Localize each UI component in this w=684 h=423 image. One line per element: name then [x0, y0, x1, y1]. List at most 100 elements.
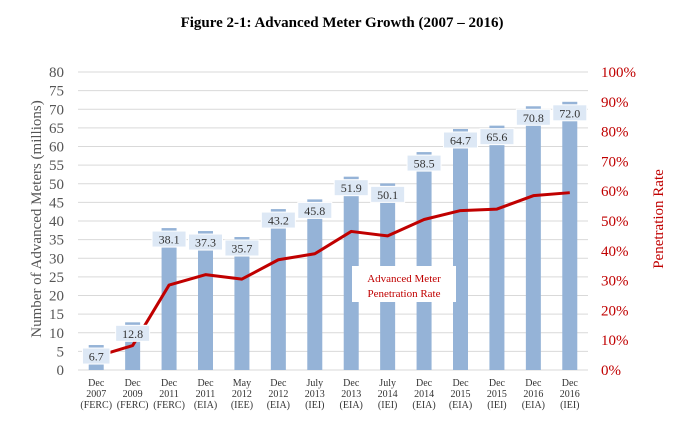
- y-tick-label: 50: [49, 177, 64, 193]
- category-label: (EIA): [449, 400, 472, 411]
- data-label: 70.8: [523, 111, 544, 125]
- data-label-box: [515, 108, 551, 126]
- y2-tick-label: 70%: [601, 154, 629, 170]
- data-label-box: [443, 131, 478, 149]
- category-label: May: [233, 378, 251, 389]
- data-label: 58.5: [414, 157, 435, 171]
- category-label: Dec: [489, 378, 506, 389]
- category-label: 2012: [232, 389, 252, 400]
- data-label-box: [333, 179, 369, 197]
- bar: [198, 231, 213, 370]
- y2-tick-label: 50%: [601, 214, 629, 230]
- data-label: 6.7: [89, 350, 104, 364]
- chart-title: Figure 2-1: Advanced Meter Growth (2007 …: [181, 15, 504, 31]
- data-label: 50.1: [377, 188, 398, 202]
- y2-tick-label: 80%: [601, 125, 629, 141]
- data-label: 51.9: [341, 181, 362, 195]
- left-axis-ticks: 0 5 10 15 20 25 30 35 40 45 50 55 60 65 70 75 80: [49, 65, 64, 379]
- data-label: 65.6: [486, 130, 507, 144]
- category-label: 2014: [414, 389, 434, 400]
- y-tick-label: 40: [49, 214, 64, 230]
- data-label: 37.3: [195, 236, 216, 250]
- category-label: (FERC): [80, 400, 112, 411]
- category-label: Dec: [452, 378, 469, 389]
- y2-tick-label: 10%: [601, 333, 629, 349]
- y-tick-label: 60: [49, 140, 64, 156]
- y-tick-label: 25: [49, 270, 64, 286]
- y-axis-label: Number of Advanced Meters (millions): [29, 100, 45, 337]
- category-label: Dec: [270, 378, 287, 389]
- data-label-box: [552, 104, 588, 122]
- category-label: (IEI): [378, 400, 397, 411]
- category-label: (IEI): [560, 400, 579, 411]
- category-labels: Dec2007(FERC)Dec2009(FERC)Dec2011(FERC)D…: [80, 378, 579, 411]
- category-label: Dec: [88, 378, 105, 389]
- category-label: (EIA): [340, 400, 363, 411]
- y-tick-label: 70: [49, 102, 64, 118]
- category-label: 2013: [341, 389, 361, 400]
- category-label: (EIA): [522, 400, 545, 411]
- y-tick-label: 0: [57, 363, 65, 379]
- bar: [489, 125, 505, 370]
- category-label: 2011: [159, 389, 179, 400]
- category-label: Dec: [125, 378, 142, 389]
- data-label-box: [224, 239, 260, 257]
- category-label: Dec: [197, 378, 214, 389]
- category-label: (IEI): [305, 400, 324, 411]
- data-label: 64.7: [450, 133, 471, 147]
- category-label: 2015: [487, 389, 507, 400]
- y-tick-label: 30: [49, 251, 64, 267]
- category-label: (IEE): [231, 400, 253, 411]
- category-label: 2016: [560, 389, 580, 400]
- bar: [562, 101, 578, 371]
- y-tick-label: 15: [49, 307, 64, 323]
- line-annotation: Advanced Meter Penetration Rate: [352, 266, 456, 302]
- y2-tick-label: 40%: [601, 244, 629, 260]
- data-label-box: [115, 324, 151, 342]
- annotation-box: [352, 266, 456, 302]
- category-label: 2007: [86, 389, 106, 400]
- data-label: 35.7: [231, 242, 252, 256]
- y-tick-label: 75: [49, 84, 64, 100]
- data-label-box: [188, 233, 223, 251]
- category-label: July: [379, 378, 396, 389]
- y2-tick-label: 0%: [601, 363, 621, 379]
- category-label: Dec: [416, 378, 433, 389]
- y2-tick-label: 100%: [601, 65, 636, 81]
- annotation-text: Penetration Rate: [367, 288, 440, 300]
- y-tick-label: 20: [49, 289, 64, 305]
- data-label-box: [406, 154, 442, 172]
- y-tick-label: 10: [49, 326, 64, 342]
- y2-tick-label: 90%: [601, 95, 629, 111]
- bar: [270, 209, 286, 370]
- data-label-box: [370, 185, 406, 203]
- category-label: 2013: [305, 389, 325, 400]
- y-tick-label: 5: [57, 344, 65, 360]
- category-label: Dec: [343, 378, 360, 389]
- bar: [161, 228, 177, 370]
- category-label: (EIA): [412, 400, 435, 411]
- category-label: Dec: [161, 378, 178, 389]
- category-label: 2009: [123, 389, 143, 400]
- y-tick-label: 35: [49, 233, 64, 249]
- category-label: (FERC): [117, 400, 149, 411]
- bar: [343, 176, 359, 370]
- bar: [416, 152, 432, 370]
- penetration-line-series: [95, 191, 570, 359]
- y2-tick-label: 30%: [601, 274, 629, 290]
- data-label: 38.1: [159, 233, 180, 247]
- bar: [307, 199, 323, 370]
- y2-tick-label: 60%: [601, 184, 629, 200]
- data-label-box: [297, 201, 333, 219]
- data-label: 12.8: [122, 327, 143, 341]
- data-labels: 6.7 12.8 38.1 37.3 35.7 43.2 45.8 51.9 50.1 58.5 6…: [81, 104, 588, 365]
- bar: [453, 128, 468, 370]
- category-label: (IEI): [487, 400, 506, 411]
- data-label-box: [81, 347, 111, 365]
- category-label: (FERC): [153, 400, 185, 411]
- data-label-box: [151, 230, 187, 248]
- y2-tick-label: 20%: [601, 303, 629, 319]
- category-label: (EIA): [194, 400, 217, 411]
- y-tick-label: 65: [49, 121, 64, 137]
